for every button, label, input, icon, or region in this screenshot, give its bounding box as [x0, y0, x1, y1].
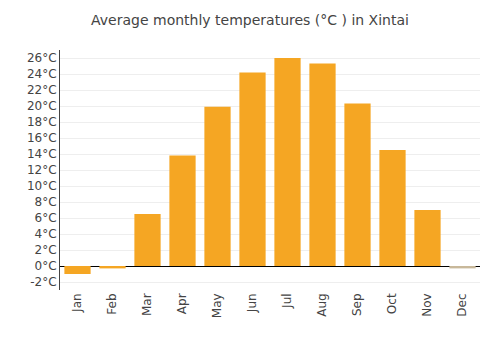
svg-text:4°C: 4°C: [35, 227, 57, 241]
svg-text:8°C: 8°C: [35, 195, 57, 209]
svg-text:12°C: 12°C: [27, 163, 57, 177]
svg-text:18°C: 18°C: [27, 115, 57, 129]
svg-text:Apr: Apr: [175, 293, 189, 314]
svg-text:Average monthly temperatures (: Average monthly temperatures (°C ) in Xi…: [91, 12, 409, 28]
svg-text:20°C: 20°C: [27, 99, 57, 113]
svg-text:16°C: 16°C: [27, 131, 57, 145]
svg-text:Jan: Jan: [70, 293, 84, 313]
svg-text:22°C: 22°C: [27, 83, 57, 97]
svg-text:0°C: 0°C: [35, 259, 57, 273]
svg-text:6°C: 6°C: [35, 211, 57, 225]
svg-text:Nov: Nov: [420, 293, 434, 316]
svg-text:May: May: [210, 293, 224, 318]
svg-text:Dec: Dec: [455, 293, 469, 316]
svg-text:Jul: Jul: [280, 293, 294, 308]
svg-text:10°C: 10°C: [27, 179, 57, 193]
svg-text:26°C: 26°C: [27, 51, 57, 65]
svg-text:2°C: 2°C: [35, 243, 57, 257]
svg-text:Aug: Aug: [315, 293, 329, 316]
svg-text:Jun: Jun: [245, 293, 259, 313]
svg-text:Sep: Sep: [350, 293, 364, 316]
svg-text:24°C: 24°C: [27, 67, 57, 81]
svg-text:-2°C: -2°C: [30, 275, 56, 289]
svg-text:Oct: Oct: [385, 293, 399, 314]
svg-text:14°C: 14°C: [27, 147, 57, 161]
svg-text:Mar: Mar: [140, 293, 154, 316]
svg-text:Feb: Feb: [105, 293, 119, 314]
